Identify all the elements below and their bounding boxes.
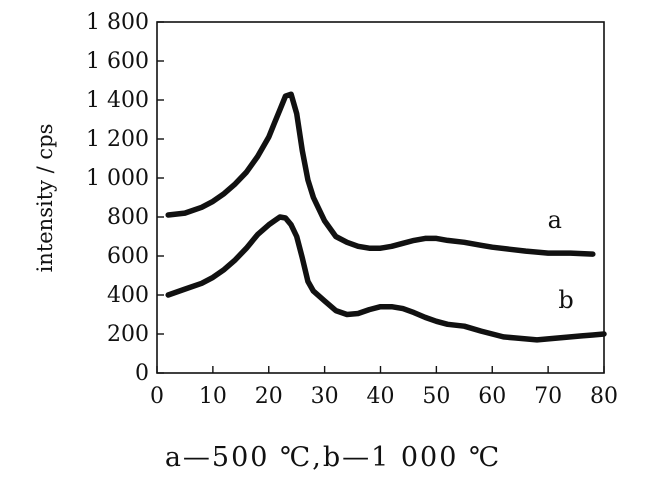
x-tick-label: 20 — [255, 384, 283, 409]
figure-caption: a—500 ℃,b—1 000 ℃ — [165, 442, 501, 473]
y-tick-label: 200 — [107, 322, 149, 347]
plot-border — [156, 21, 605, 374]
y-axis: 0 200 400 600 800 1 000 1 200 1 400 1 600 1 800 — [86, 10, 164, 386]
y-tick-label: 400 — [107, 283, 149, 308]
series-layer — [165, 91, 607, 343]
x-tick-label: 10 — [199, 384, 227, 409]
x-axis: 0 10 20 30 40 50 60 70 80 — [150, 366, 618, 409]
series-line-b — [165, 214, 607, 343]
y-tick-label: 600 — [107, 244, 149, 269]
x-tick-label: 40 — [367, 384, 395, 409]
series-label-a: a — [548, 206, 562, 234]
y-tick-label: 800 — [107, 205, 149, 230]
y-tick-label: 1 400 — [86, 88, 149, 113]
y-tick-label: 1 800 — [86, 10, 149, 35]
x-tick-label: 80 — [590, 384, 618, 409]
y-axis-title: intensity / cps — [33, 124, 57, 273]
x-tick-label: 60 — [478, 384, 506, 409]
plot-frame — [156, 21, 605, 374]
y-tick-label: 1 000 — [86, 166, 149, 191]
y-tick-label: 1 600 — [86, 49, 149, 74]
y-tick-label: 0 — [135, 361, 149, 386]
series-labels: ab — [548, 206, 574, 314]
series-label-b: b — [558, 286, 573, 314]
x-tick-label: 30 — [311, 384, 339, 409]
x-tick-label: 50 — [422, 384, 450, 409]
series-line-a — [165, 91, 596, 257]
y-tick-label: 1 200 — [86, 127, 149, 152]
x-tick-label: 70 — [534, 384, 562, 409]
x-tick-label: 0 — [150, 384, 164, 409]
